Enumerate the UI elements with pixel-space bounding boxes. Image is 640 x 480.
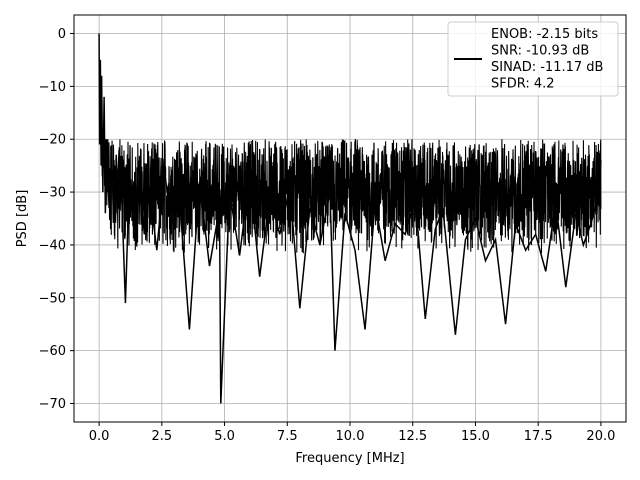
axis-ticks: 0.0 2.5 5.0 7.5 10.0 12.5 15.0 17.5 20.0 0 −10 −20 −…: [39, 27, 616, 444]
series-line-psd: [98, 33, 602, 404]
psd-noise-trace: [100, 139, 602, 255]
x-tick-label: 7.5: [277, 429, 298, 444]
legend-sfdr: SFDR: 4.2: [491, 77, 555, 92]
y-tick-label: −30: [39, 186, 66, 201]
y-tick-label: −10: [39, 80, 66, 95]
y-tick-label: −50: [39, 291, 66, 306]
y-tick-label: −70: [39, 397, 66, 412]
legend: ENOB: -2.15 bits SNR: -10.93 dB SINAD: -…: [447, 21, 619, 97]
x-tick-label: 20.0: [586, 429, 615, 444]
x-tick-label: 0.0: [89, 429, 110, 444]
legend-enob: ENOB: -2.15 bits: [491, 27, 598, 42]
x-tick-label: 12.5: [398, 429, 427, 444]
legend-sinad: SINAD: -11.17 dB: [491, 60, 603, 75]
legend-box: [447, 21, 619, 97]
y-tick-label: −40: [39, 238, 66, 253]
y-tick-label: 0: [58, 27, 66, 42]
x-tick-label: 15.0: [461, 429, 490, 444]
x-tick-label: 5.0: [214, 429, 235, 444]
x-tick-label: 10.0: [336, 429, 365, 444]
legend-snr: SNR: -10.93 dB: [491, 44, 589, 59]
series-group: [98, 33, 602, 404]
y-tick-label: −20: [39, 133, 66, 148]
y-axis-label: PSD [dB]: [15, 190, 30, 248]
noise-floor-band: [100, 139, 602, 255]
x-axis-label: Frequency [MHz]: [295, 451, 404, 466]
y-tick-label: −60: [39, 344, 66, 359]
x-tick-label: 17.5: [524, 429, 553, 444]
x-tick-label: 2.5: [151, 429, 172, 444]
